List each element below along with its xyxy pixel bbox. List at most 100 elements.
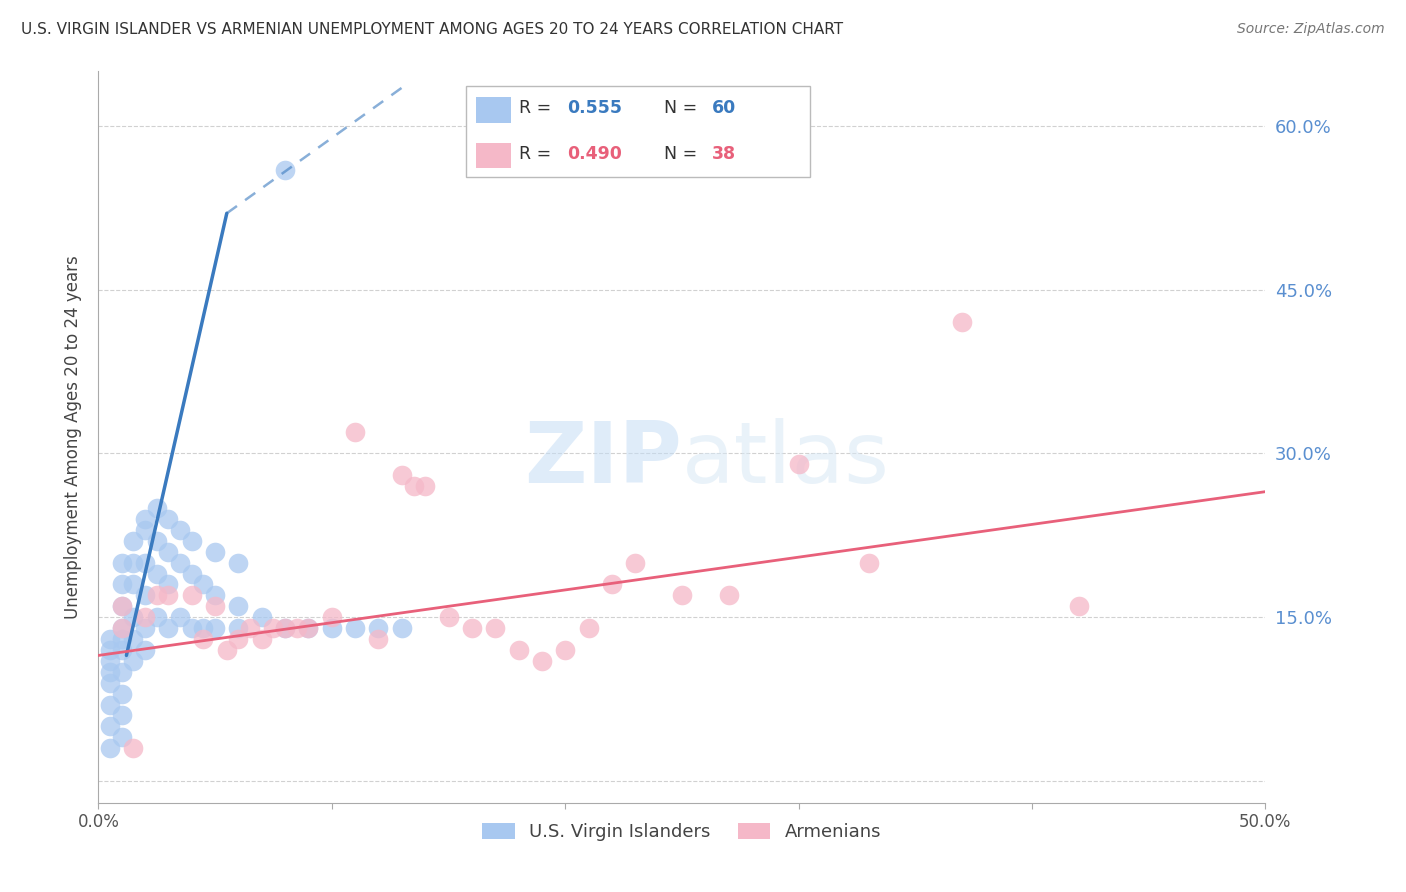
Point <box>111 632 134 646</box>
Point <box>193 632 215 646</box>
Point <box>274 621 297 635</box>
Point <box>111 556 134 570</box>
Point <box>157 577 180 591</box>
Point <box>157 588 180 602</box>
Point <box>134 556 156 570</box>
Point <box>600 577 623 591</box>
Point <box>671 588 693 602</box>
Point <box>413 479 436 493</box>
Text: U.S. VIRGIN ISLANDER VS ARMENIAN UNEMPLOYMENT AMONG AGES 20 TO 24 YEARS CORRELAT: U.S. VIRGIN ISLANDER VS ARMENIAN UNEMPLO… <box>21 22 844 37</box>
Point <box>134 523 156 537</box>
Point <box>122 533 145 548</box>
Text: atlas: atlas <box>682 417 890 500</box>
Text: Source: ZipAtlas.com: Source: ZipAtlas.com <box>1237 22 1385 37</box>
Point <box>111 621 134 635</box>
Point <box>367 632 389 646</box>
Point <box>228 556 250 570</box>
Point <box>204 599 226 614</box>
Point <box>297 621 319 635</box>
Point <box>344 621 367 635</box>
Point <box>111 665 134 679</box>
Point <box>391 468 413 483</box>
Point <box>98 741 121 756</box>
Point <box>787 458 810 472</box>
Point <box>157 621 180 635</box>
Point <box>157 545 180 559</box>
Point <box>146 533 169 548</box>
Point <box>169 523 191 537</box>
Point <box>858 556 880 570</box>
Y-axis label: Unemployment Among Ages 20 to 24 years: Unemployment Among Ages 20 to 24 years <box>63 255 82 619</box>
Point <box>98 654 121 668</box>
Point <box>122 741 145 756</box>
Point <box>391 621 413 635</box>
Point <box>122 632 145 646</box>
Point <box>122 556 145 570</box>
Point <box>193 621 215 635</box>
Point <box>169 556 191 570</box>
Point <box>228 599 250 614</box>
Point <box>134 643 156 657</box>
Point <box>122 654 145 668</box>
Point <box>98 665 121 679</box>
Point <box>250 610 273 624</box>
Point <box>134 610 156 624</box>
Point <box>367 621 389 635</box>
Point <box>530 654 553 668</box>
Point <box>169 610 191 624</box>
Point <box>297 621 319 635</box>
Point <box>180 588 202 602</box>
Point <box>122 610 145 624</box>
Point <box>461 621 484 635</box>
Point <box>98 719 121 733</box>
Point <box>204 621 226 635</box>
Point <box>111 731 134 745</box>
Point <box>111 687 134 701</box>
Point <box>134 621 156 635</box>
Point <box>950 315 973 329</box>
Point <box>146 566 169 581</box>
Point <box>717 588 740 602</box>
Point <box>180 533 202 548</box>
Point <box>111 599 134 614</box>
Point <box>146 588 169 602</box>
Point <box>204 588 226 602</box>
Point <box>98 632 121 646</box>
Point <box>134 512 156 526</box>
Text: ZIP: ZIP <box>524 417 682 500</box>
Point <box>344 425 367 439</box>
Point <box>134 588 156 602</box>
Point <box>180 621 202 635</box>
Point <box>554 643 576 657</box>
Point <box>484 621 506 635</box>
Point <box>111 643 134 657</box>
Point <box>122 577 145 591</box>
Point <box>321 621 343 635</box>
Point <box>274 162 297 177</box>
Point <box>274 621 297 635</box>
Point <box>250 632 273 646</box>
Point <box>321 610 343 624</box>
Point <box>146 610 169 624</box>
Point <box>180 566 202 581</box>
Point <box>111 599 134 614</box>
Point <box>228 621 250 635</box>
Point <box>402 479 425 493</box>
Point <box>157 512 180 526</box>
Point <box>111 708 134 723</box>
Point <box>98 698 121 712</box>
Point <box>624 556 647 570</box>
Point <box>437 610 460 624</box>
Point <box>1067 599 1090 614</box>
Point <box>262 621 284 635</box>
Point <box>98 643 121 657</box>
Point <box>111 577 134 591</box>
Legend: U.S. Virgin Islanders, Armenians: U.S. Virgin Islanders, Armenians <box>475 816 889 848</box>
Point <box>239 621 262 635</box>
Point <box>215 643 238 657</box>
Point <box>98 675 121 690</box>
Point <box>204 545 226 559</box>
Point <box>508 643 530 657</box>
Point <box>146 501 169 516</box>
Point <box>285 621 308 635</box>
